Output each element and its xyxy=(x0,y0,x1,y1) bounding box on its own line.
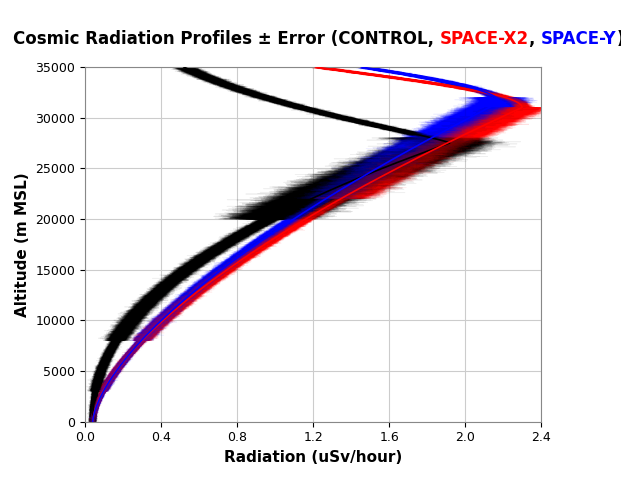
Text: SPACE-X2: SPACE-X2 xyxy=(440,30,528,48)
Text: SPACE-Y: SPACE-Y xyxy=(541,30,616,48)
Y-axis label: Altitude (m MSL): Altitude (m MSL) xyxy=(15,172,30,317)
X-axis label: Radiation (uSv/hour): Radiation (uSv/hour) xyxy=(224,450,402,465)
Text: Cosmic Radiation Profiles ± Error (CONTROL,: Cosmic Radiation Profiles ± Error (CONTR… xyxy=(12,30,440,48)
Text: ,: , xyxy=(528,30,541,48)
Text: ): ) xyxy=(616,30,621,48)
